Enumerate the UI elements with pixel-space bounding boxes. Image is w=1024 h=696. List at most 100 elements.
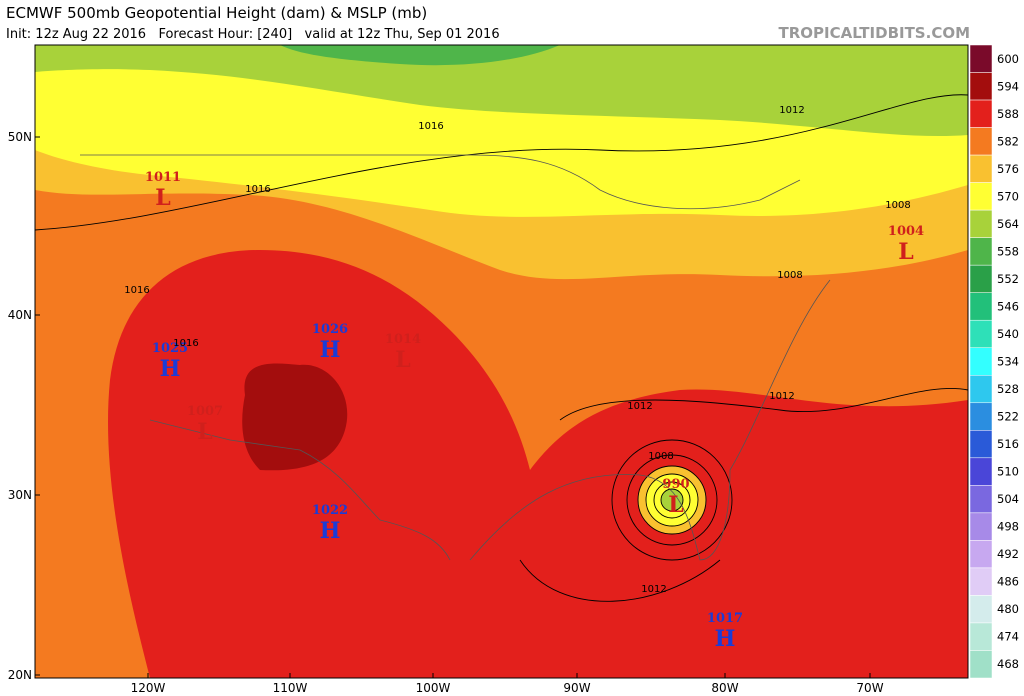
colorbar-label: 528 bbox=[997, 382, 1019, 396]
colorbar-label: 600 bbox=[997, 52, 1019, 66]
contour-label: 1016 bbox=[418, 121, 443, 132]
pressure-value: 1007 bbox=[187, 404, 223, 419]
colorbar-label: 474 bbox=[997, 630, 1019, 644]
contour-label: 1012 bbox=[779, 105, 804, 116]
colorbar-swatch bbox=[969, 72, 993, 101]
colorbar-label: 552 bbox=[997, 272, 1019, 286]
colorbar-label: 558 bbox=[997, 244, 1019, 258]
colorbar-swatch bbox=[969, 512, 993, 541]
colorbar-label: 534 bbox=[997, 355, 1019, 369]
lat-label: 50N bbox=[8, 130, 32, 144]
height-fill bbox=[108, 250, 968, 678]
map-area bbox=[35, 45, 968, 678]
colorbar-swatch bbox=[969, 237, 993, 266]
contour-label: 1016 bbox=[245, 184, 270, 195]
overlays: 50N 40N 30N 20N 120W 110W 100W 90W 80W 70W 600 594 5… bbox=[8, 44, 1019, 695]
contour-label: 1008 bbox=[777, 270, 802, 281]
colorbar-swatch bbox=[969, 264, 993, 293]
colorbar-label: 594 bbox=[997, 79, 1019, 93]
colorbar-label: 546 bbox=[997, 299, 1019, 313]
isobar bbox=[660, 488, 684, 512]
colorbar-label: 498 bbox=[997, 520, 1019, 534]
pressure-value: 1011 bbox=[145, 170, 181, 185]
title: ECMWF 500mb Geopotential Height (dam) & … bbox=[6, 4, 427, 22]
pressure-value: 1014 bbox=[385, 332, 421, 347]
colorbar-label: 510 bbox=[997, 465, 1019, 479]
isobar bbox=[559, 387, 968, 421]
height-fill bbox=[280, 45, 560, 66]
pressure-letter: H bbox=[320, 337, 341, 363]
colorbar-swatch bbox=[969, 154, 993, 183]
lon-label: 70W bbox=[856, 681, 883, 695]
colorbar-label: 504 bbox=[997, 492, 1019, 506]
isobars bbox=[35, 94, 968, 602]
colorbar-swatch bbox=[969, 319, 993, 348]
height-fill bbox=[35, 45, 968, 137]
colorbar-swatch bbox=[969, 375, 993, 404]
colorbar-swatch bbox=[969, 127, 993, 156]
isobar bbox=[626, 454, 718, 546]
pressure-value: 1022 bbox=[312, 503, 348, 518]
pressure-letter: L bbox=[898, 239, 913, 265]
contour-label: 1016 bbox=[173, 338, 198, 349]
colorbar-label: 564 bbox=[997, 217, 1019, 231]
pressure-value: 1026 bbox=[312, 322, 348, 337]
colorbar-swatch bbox=[969, 650, 993, 679]
colorbar-swatch bbox=[969, 595, 993, 624]
colorbar-swatch bbox=[969, 457, 993, 486]
pressure-letter: L bbox=[668, 492, 683, 518]
colorbar-swatch bbox=[969, 622, 993, 651]
border bbox=[80, 154, 801, 210]
colorbar-swatch bbox=[969, 430, 993, 459]
colorbar-label: 480 bbox=[997, 602, 1019, 616]
pressure-letter: H bbox=[160, 356, 181, 382]
pressure-value: 1017 bbox=[707, 611, 743, 626]
isobar bbox=[519, 559, 721, 602]
lon-label: 120W bbox=[131, 681, 166, 695]
contour-label: 1008 bbox=[648, 451, 673, 462]
lat-label: 20N bbox=[8, 668, 32, 682]
colorbar-label: 570 bbox=[997, 189, 1019, 203]
lon-label: 100W bbox=[416, 681, 451, 695]
pressure-letter: L bbox=[155, 185, 170, 211]
colorbar-label: 486 bbox=[997, 575, 1019, 589]
contour-label: 1016 bbox=[124, 285, 149, 296]
map-frame bbox=[34, 44, 969, 679]
contour-label: 1012 bbox=[769, 391, 794, 402]
subtitle: Init: 12z Aug 22 2016 Forecast Hour: [24… bbox=[6, 27, 500, 42]
colorbar-swatch bbox=[969, 292, 993, 321]
isobar bbox=[35, 94, 968, 231]
colorbar-label: 492 bbox=[997, 547, 1019, 561]
colorbar-label: 582 bbox=[997, 134, 1019, 148]
pressure-letter: L bbox=[197, 419, 212, 445]
lat-label: 30N bbox=[8, 488, 32, 502]
pressure-letter: H bbox=[320, 518, 341, 544]
coast bbox=[469, 279, 831, 561]
isobar bbox=[611, 439, 733, 561]
colorbar-label: 588 bbox=[997, 107, 1019, 121]
border bbox=[149, 419, 451, 561]
pressure-letter: H bbox=[715, 626, 736, 652]
height-fill bbox=[242, 363, 348, 471]
colorbar-swatch bbox=[969, 540, 993, 569]
pressure-value: 1025 bbox=[152, 341, 188, 356]
colorbar-swatch bbox=[969, 402, 993, 431]
credit: TROPICALTIDBITS.COM bbox=[779, 24, 971, 42]
colorbar-swatch bbox=[969, 99, 993, 128]
contour-label: 1012 bbox=[627, 401, 652, 412]
isobar bbox=[653, 481, 691, 519]
colorbar-swatch bbox=[969, 44, 993, 73]
pressure-value: 990 bbox=[662, 477, 689, 492]
lat-label: 40N bbox=[8, 308, 32, 322]
lon-label: 90W bbox=[563, 681, 590, 695]
colorbar-swatch bbox=[969, 485, 993, 514]
colorbar-label: 576 bbox=[997, 162, 1019, 176]
colorbar-label: 516 bbox=[997, 437, 1019, 451]
colorbar-label: 540 bbox=[997, 327, 1019, 341]
colorbar-swatch bbox=[969, 567, 993, 596]
pressure-value: 1004 bbox=[888, 224, 924, 239]
colorbar-label: 522 bbox=[997, 410, 1019, 424]
borders bbox=[80, 154, 831, 561]
